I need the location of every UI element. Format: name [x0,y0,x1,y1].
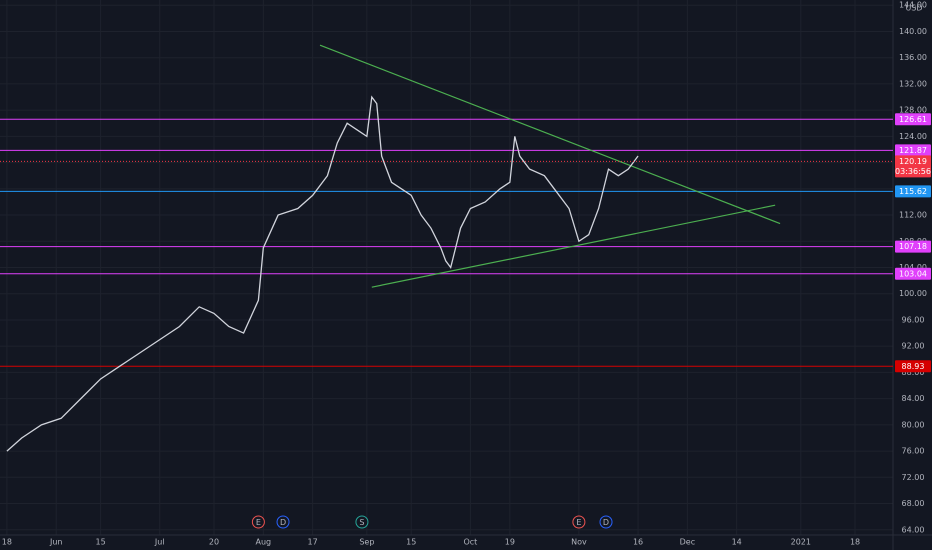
event-marker [251,515,265,529]
x-tick-label: 18 [2,538,12,547]
x-tick-label: Jun [49,538,63,547]
price-tag-label: 121.87 [899,146,927,155]
y-tick-label: 124.00 [899,132,927,141]
y-tick-label: 112.00 [899,211,927,220]
x-tick-label: Aug [256,538,272,547]
x-tick-label: 19 [505,538,515,547]
price-tag-label: 115.62 [899,187,927,196]
y-tick-label: 128.00 [899,106,927,115]
x-tick-label: 2021 [791,538,811,547]
price-tag-label: 126.61 [899,115,927,124]
price-tag-label: 88.93 [902,362,925,371]
y-tick-label: 64.00 [902,525,925,534]
y-tick-label: 144.00 [899,1,927,10]
x-tick-label: 18 [850,538,860,547]
price-tag [895,267,931,280]
y-tick-label: 68.00 [902,499,925,508]
price-line [6,95,639,452]
y-tick-label: 76.00 [902,447,925,456]
price-tag [895,240,931,253]
price-tag [895,155,931,178]
trend-line [319,44,781,225]
price-tag-label: 120.19 [899,157,927,166]
price-tag-label: 103.04 [899,269,927,278]
event-marker [599,515,613,529]
price-tag [895,360,931,373]
x-tick-label: Jul [154,538,165,547]
event-marker [355,515,369,529]
y-tick-label: 132.00 [899,79,927,88]
x-tick-label: 15 [406,538,416,547]
trend-line [371,204,776,288]
x-tick-label: Oct [463,538,477,547]
price-tag [895,185,931,198]
y-tick-label: 96.00 [902,315,925,324]
y-tick-label: 104.00 [899,263,927,272]
event-label: D [603,518,609,527]
x-tick-label: 16 [633,538,643,547]
event-label: E [256,518,261,527]
countdown-label: 03:36:56 [895,167,931,176]
event-marker [572,515,586,529]
x-tick-label: 17 [308,538,318,547]
event-label: S [359,518,364,527]
y-tick-label: 72.00 [902,473,925,482]
x-tick-label: 14 [732,538,742,547]
price-tag [895,113,931,126]
y-tick-label: 84.00 [902,394,925,403]
currency-label: USD [905,4,922,13]
event-label: D [280,518,286,527]
event-label: E [576,518,581,527]
y-tick-label: 92.00 [902,342,925,351]
x-tick-label: 15 [95,538,105,547]
x-tick-label: Dec [680,538,695,547]
price-tag-label: 107.18 [899,242,927,251]
x-tick-label: Sep [359,538,374,547]
event-marker [276,515,290,529]
x-tick-label: Nov [571,538,587,547]
y-tick-label: 136.00 [899,53,927,62]
y-tick-label: 80.00 [902,420,925,429]
y-tick-label: 140.00 [899,27,927,36]
y-tick-label: 100.00 [899,289,927,298]
x-tick-label: 20 [209,538,219,547]
price-tag [895,144,931,157]
y-tick-label: 88.00 [902,368,925,377]
